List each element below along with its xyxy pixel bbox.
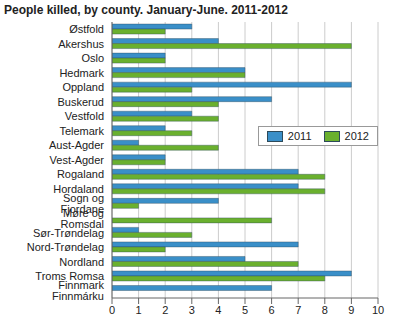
svg-text:5: 5	[242, 304, 248, 316]
svg-text:Nord-Trøndelag: Nord-Trøndelag	[27, 241, 104, 253]
html-text:2011: 2011	[287, 130, 312, 142]
svg-text:3: 3	[189, 304, 195, 316]
svg-text:Hedmark: Hedmark	[59, 67, 104, 79]
svg-text:Sør-Trøndelag: Sør-Trøndelag	[33, 227, 104, 239]
svg-text:6: 6	[269, 304, 275, 316]
html-text:People killed, by county. Janu: People killed, by county. January-June. …	[4, 3, 288, 17]
svg-text:Telemark: Telemark	[59, 125, 104, 137]
svg-text:Vest-Agder: Vest-Agder	[50, 154, 105, 166]
svg-text:8: 8	[322, 304, 328, 316]
svg-text:FinnmarkFinnmárku: FinnmarkFinnmárku	[52, 279, 104, 302]
svg-text:Rogaland: Rogaland	[57, 168, 104, 180]
svg-text:Oppland: Oppland	[62, 81, 104, 93]
svg-text:10: 10	[372, 304, 384, 316]
svg-text:2: 2	[162, 304, 168, 316]
svg-text:1: 1	[136, 304, 142, 316]
svg-text:Oslo: Oslo	[81, 52, 104, 64]
svg-text:Østfold: Østfold	[69, 23, 104, 35]
html-text:Møre og: Møre og	[63, 206, 104, 219]
svg-text:Troms Romsa: Troms Romsa	[35, 270, 104, 283]
svg-text:Nordland: Nordland	[59, 256, 104, 268]
html-text:Sogn og: Sogn og	[63, 192, 104, 204]
html-text:2012: 2012	[344, 130, 369, 142]
svg-text:Vestfold: Vestfold	[65, 110, 104, 122]
svg-text:Buskerud: Buskerud	[58, 96, 104, 108]
svg-text:9: 9	[348, 304, 354, 316]
svg-text:Akershus: Akershus	[58, 38, 104, 50]
svg-text:Aust-Agder: Aust-Agder	[49, 139, 104, 151]
svg-text:0: 0	[109, 304, 115, 316]
html-text:Fjordane: Fjordane	[60, 203, 104, 215]
svg-text:Hordaland: Hordaland	[53, 183, 104, 195]
html-text:Romsdal: Romsdal	[60, 217, 104, 230]
svg-text:7: 7	[295, 304, 301, 316]
svg-text:4: 4	[215, 304, 221, 316]
